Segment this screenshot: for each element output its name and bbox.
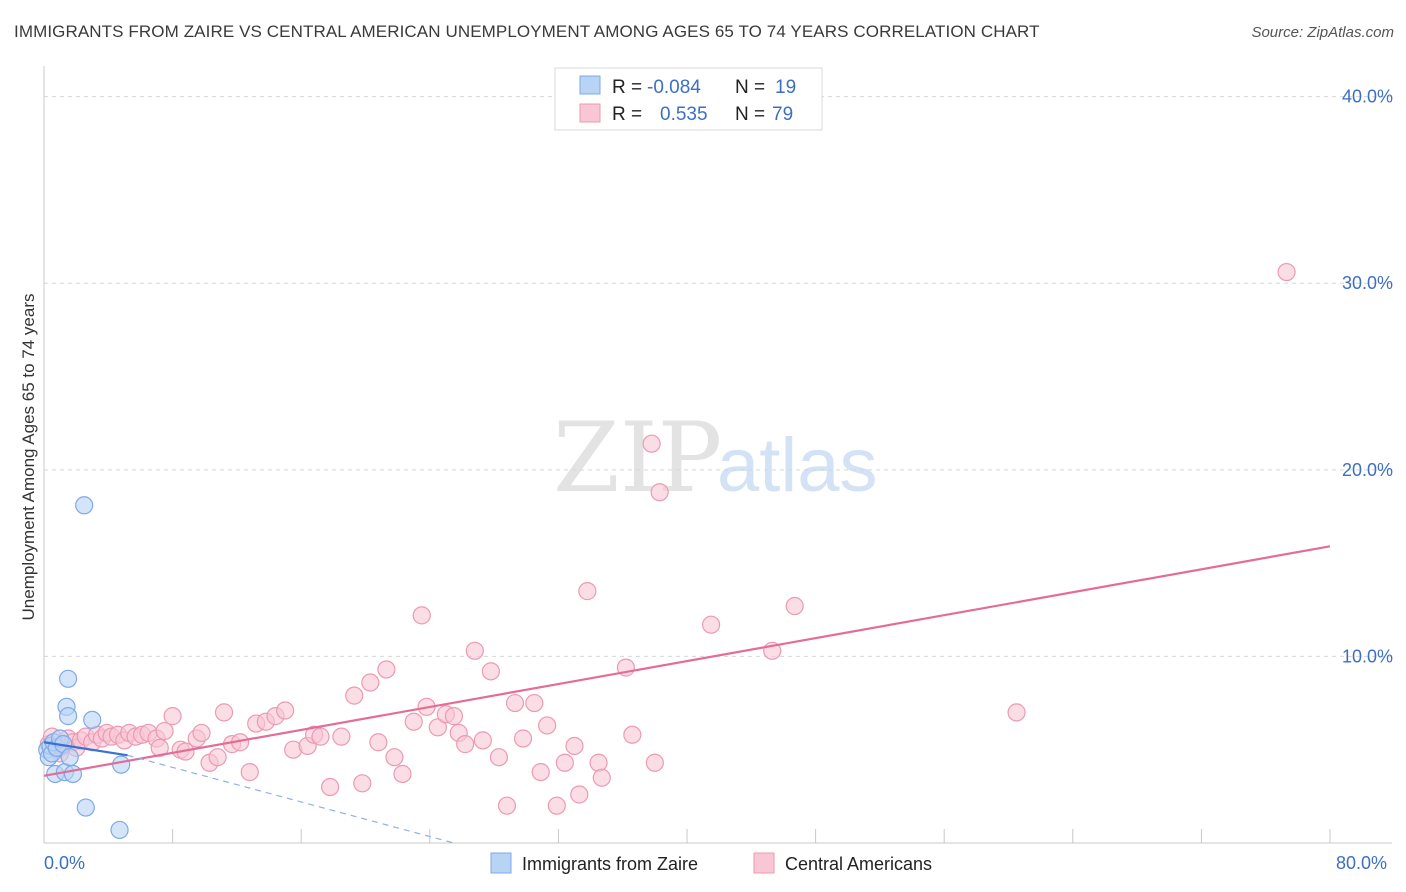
central-americans-point (345, 686, 364, 705)
legend-swatch-central (579, 103, 601, 123)
central-americans-point (497, 796, 517, 815)
central-americans-point (163, 707, 182, 726)
central-americans-point (592, 768, 611, 787)
central-americans-point (404, 712, 423, 731)
legend-swatch-zaire (579, 75, 601, 95)
central-americans-point (513, 729, 533, 748)
central-americans-point (1007, 703, 1026, 722)
correlation-legend: R = -0.084 N = 19 R = 0.535 N = 79 (554, 67, 823, 131)
zaire-point (110, 820, 129, 840)
y-tick-labels: 10.0% 20.0% 30.0% 40.0% (1342, 87, 1393, 667)
x-tick-label-min: 0.0% (44, 853, 85, 873)
zaire-point (59, 669, 78, 688)
central-americans-point (555, 753, 574, 772)
central-americans-point (785, 596, 804, 616)
central-americans-point (412, 606, 431, 625)
zaire-point (112, 755, 131, 774)
central-americans-point (192, 723, 211, 743)
legend-n-value-zaire: 19 (775, 77, 796, 98)
central-americans-trend-line (43, 545, 1331, 777)
central-americans-point (321, 777, 340, 797)
central-americans-point (589, 753, 608, 772)
central-americans-point (623, 725, 642, 744)
central-americans-point (481, 662, 500, 681)
central-americans-point (214, 703, 234, 722)
zaire-trend-extension (127, 754, 455, 844)
zaire-point (59, 707, 78, 726)
y-tick-label: 40.0% (1342, 87, 1393, 107)
central-americans-point (642, 434, 661, 453)
y-tick-label: 20.0% (1342, 460, 1393, 480)
legend-n-label-zaire: N = (735, 77, 765, 98)
central-americans-point (547, 796, 566, 815)
central-americans-point (311, 727, 330, 746)
trend-lines (43, 545, 1331, 844)
central-americans-point (353, 774, 372, 793)
central-americans-point (393, 764, 412, 784)
zaire-point (63, 764, 83, 784)
central-americans-point (155, 721, 174, 741)
central-americans-point (385, 748, 404, 767)
bottom-legend-swatch-zaire (490, 852, 512, 874)
central-americans-point (570, 785, 589, 804)
central-americans-point (525, 693, 544, 713)
zaire-point (75, 496, 94, 515)
bottom-legend-swatch-central (753, 852, 775, 874)
central-americans-point (473, 731, 492, 750)
legend-r-label-central: R = (612, 104, 642, 125)
central-americans-point (531, 762, 550, 782)
central-americans-point (444, 707, 464, 726)
legend-n-label-central: N = (735, 104, 765, 125)
zaire-point (60, 748, 79, 767)
legend-n-value-central: 79 (772, 104, 793, 125)
central-americans-point (538, 716, 557, 735)
series-legend: Immigrants from Zaire Central Americans (490, 852, 932, 874)
central-americans-point (361, 673, 380, 692)
central-americans-point (505, 693, 525, 713)
source-credit: Source: ZipAtlas.com (1251, 24, 1394, 41)
central-americans-point (428, 718, 447, 737)
central-americans-point (369, 733, 388, 752)
central-americans-point (377, 660, 396, 679)
central-americans-point (1277, 262, 1296, 282)
zaire-point (76, 798, 95, 817)
watermark-atlas: atlas (717, 423, 878, 508)
legend-r-value-zaire: -0.084 (647, 77, 701, 98)
central-americans-point (456, 735, 475, 754)
bottom-legend-label-zaire: Immigrants from Zaire (522, 854, 698, 874)
y-axis-title: Unemployment Among Ages 65 to 74 years (19, 294, 38, 621)
zaire-point (83, 710, 102, 729)
central-americans-point (240, 762, 259, 782)
legend-r-label-zaire: R = (612, 77, 642, 98)
central-americans-point (489, 748, 509, 767)
watermark-zip: ZIP (553, 402, 722, 514)
zaire-trend-line (43, 741, 128, 757)
central-americans-point (650, 483, 669, 502)
zaire-points (38, 496, 131, 840)
y-tick-label: 10.0% (1342, 646, 1393, 666)
bottom-legend-label-central: Central Americans (785, 854, 932, 874)
central-americans-point (578, 582, 597, 601)
central-americans-point (645, 753, 664, 772)
chart-title: IMMIGRANTS FROM ZAIRE VS CENTRAL AMERICA… (14, 22, 1040, 41)
axes (43, 66, 1392, 844)
central-americans-point (465, 641, 484, 660)
legend-r-value-central: 0.535 (660, 104, 708, 125)
central-americans-point (565, 736, 584, 756)
central-americans-point (332, 727, 351, 746)
central-americans-point (702, 615, 721, 634)
central-americans-point (208, 748, 227, 767)
central-americans-points (39, 262, 1296, 815)
x-tick-label-max: 80.0% (1336, 853, 1387, 873)
central-americans-point (150, 738, 169, 757)
y-tick-label: 30.0% (1342, 273, 1393, 293)
central-americans-point (276, 701, 295, 720)
